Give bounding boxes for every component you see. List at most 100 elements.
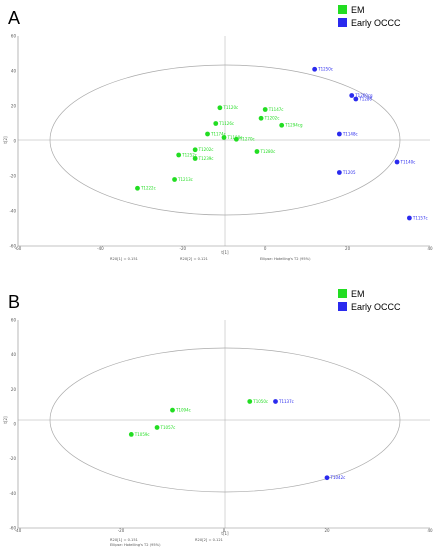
data-point-label: T1059c (134, 432, 150, 437)
data-point-early-occc (336, 131, 342, 137)
panel-b-points: T1050c T1094c T1057c T1059c T1137c T1042c (128, 399, 346, 481)
panel-b-axes: -40 -20 0 20 40 -60 -40 -20 0 20 40 60 t[1] t[2] R… (3, 318, 433, 548)
x-tick-label: -40 (15, 528, 22, 533)
x-tick-label: 40 (427, 246, 433, 251)
data-point-em (176, 152, 182, 158)
legend-label-early-occc: Early OCCC (351, 302, 401, 312)
data-point-label: T1140c (400, 159, 416, 164)
data-point-label: T1294cg (284, 123, 303, 128)
x-tick-label: 20 (345, 246, 351, 251)
legend-swatch-em (338, 5, 347, 14)
data-point-label: T1157c (412, 215, 428, 220)
data-point-label: T1250c (317, 67, 333, 72)
data-point-em (128, 432, 134, 437)
data-point-label: T1188c (227, 135, 243, 140)
data-point-label: T1213c (177, 177, 193, 182)
y-tick-labels: -60 -40 -20 0 20 40 60 (9, 318, 16, 531)
y-tick-label: 0 (13, 139, 16, 144)
data-point-label: T1239c (198, 156, 214, 161)
data-point-em (213, 121, 219, 126)
y-tick-label: -20 (9, 174, 16, 179)
hotelling-ellipse (49, 64, 401, 216)
panel-a-letter: A (8, 8, 20, 28)
data-point-label: T1222c (140, 186, 156, 191)
x-tick-label: -60 (15, 246, 22, 251)
y-tick-label: -20 (9, 456, 16, 461)
y-tick-label: 40 (11, 352, 17, 357)
data-point-label: T1126c (218, 121, 234, 126)
x-tick-label: 0 (264, 246, 267, 251)
data-point-early-occc (349, 93, 355, 98)
legend-label-early-occc: Early OCCC (351, 18, 401, 28)
footer-r2x2: R2X[2] = 0.121 (195, 538, 223, 542)
data-point-em (221, 135, 227, 140)
data-point-em (205, 131, 210, 137)
x-axis-label: t[1] (221, 250, 229, 255)
panel-b-letter: B (8, 292, 20, 312)
data-point-em (258, 115, 264, 121)
legend-swatch-em (338, 289, 347, 298)
data-point-em (192, 156, 198, 161)
y-tick-label: 60 (11, 34, 17, 39)
y-tick-label: -60 (9, 526, 16, 531)
data-point-label: T1042c (330, 475, 346, 480)
y-tick-label: 0 (13, 422, 16, 427)
data-point-em (135, 185, 140, 191)
data-point-em (233, 136, 239, 142)
data-point-label: T1202c (264, 116, 280, 121)
data-point-label: T1260cg (354, 93, 373, 98)
x-tick-label: -40 (97, 246, 104, 251)
data-point-label: T1120c (222, 105, 238, 110)
data-point-em (170, 407, 175, 413)
data-point-early-occc (407, 215, 412, 221)
data-point-em (172, 177, 177, 182)
data-point-label: T1174c (210, 131, 226, 136)
y-tick-label: 60 (11, 318, 17, 323)
data-point-early-occc (312, 66, 318, 72)
data-point-em (217, 105, 223, 111)
data-point-em (279, 122, 285, 128)
data-point-label: T1137c (278, 399, 294, 404)
legend-label-em: EM (351, 289, 365, 299)
data-point-label: T1050c (252, 399, 268, 404)
x-tick-label: -20 (118, 528, 125, 533)
data-point-label: T1286 (358, 96, 372, 101)
data-point-label: T1252c (181, 152, 197, 157)
data-point-em (154, 425, 160, 430)
data-point-label: T1270c (239, 137, 255, 142)
y-tick-labels: -60 -40 -20 0 20 40 60 (9, 34, 16, 249)
x-tick-label: 0 (223, 528, 226, 533)
x-tick-label: 40 (427, 528, 433, 533)
y-tick-label: 40 (11, 69, 17, 74)
footer-ellipse: Ellipse: Hotelling's T2 (95%) (110, 543, 161, 547)
panel-b: B EM Early OCCC -40 -20 0 20 40 -60-40-20020… (3, 289, 433, 547)
x-tick-label: -20 (180, 246, 187, 251)
panel-b-legend: EM Early OCCC (338, 289, 401, 312)
y-tick-label: -60 (9, 244, 16, 249)
y-axis-label: t[2] (3, 416, 8, 424)
legend-swatch-early-occc (338, 302, 347, 311)
legend-swatch-early-occc (338, 18, 347, 27)
hotelling-ellipse (49, 347, 401, 493)
data-point-early-occc (394, 159, 400, 165)
data-point-label: T1147c (268, 107, 284, 112)
data-point-early-occc (353, 96, 359, 102)
data-point-label: T1205 (342, 170, 356, 175)
y-tick-label: 20 (11, 387, 17, 392)
data-point-label: T1057c (160, 425, 176, 430)
data-point-label: T1148c (342, 131, 358, 136)
data-point-early-occc (273, 399, 278, 404)
panel-a-axes: -60 -40 -20 0 20 40 -60 -40 -20 0 20 40 60 t[1] t[2… (3, 34, 433, 262)
x-tick-labels: -60 -40 -20 0 20 40 (15, 246, 433, 251)
y-tick-label: 20 (11, 104, 17, 109)
y-tick-label: -40 (9, 491, 16, 496)
y-tick-label: -40 (9, 209, 16, 214)
legend-label-em: EM (351, 5, 365, 15)
panel-a-legend: EM Early OCCC (338, 5, 401, 28)
data-point-em (192, 147, 198, 153)
data-point-early-occc (324, 475, 330, 481)
y-axis-label: t[2] (3, 136, 8, 144)
footer-r2x2: R2X[2] = 0.121 (180, 257, 208, 261)
x-axis-label: t[1] (221, 531, 229, 536)
